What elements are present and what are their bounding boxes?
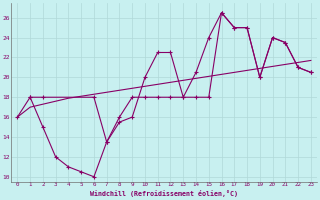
X-axis label: Windchill (Refroidissement éolien,°C): Windchill (Refroidissement éolien,°C)	[90, 190, 238, 197]
